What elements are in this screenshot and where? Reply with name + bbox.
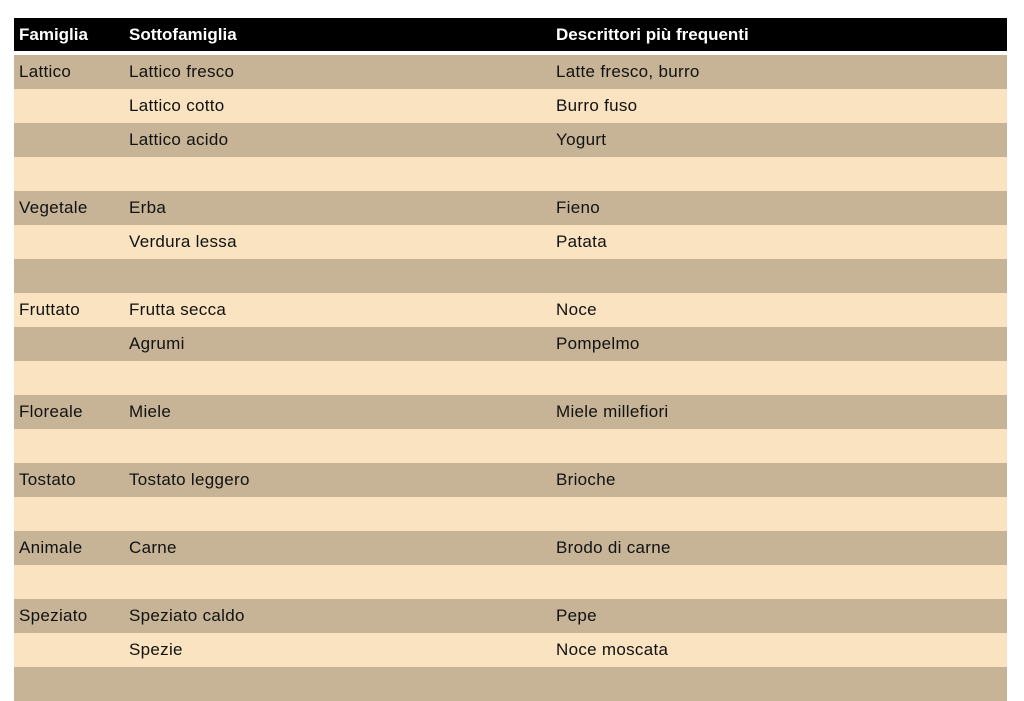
- cell-sottofamiglia: Lattico acido: [129, 130, 229, 149]
- cell-sottofamiglia: Miele: [129, 402, 172, 421]
- cell-descrittori: Brodo di carne: [556, 538, 671, 557]
- table-row: Animale Carne Brodo di carne: [14, 531, 1007, 565]
- table-body: Lattico Lattico fresco Latte fresco, burro…: [14, 55, 1007, 701]
- cell-famiglia: Animale: [19, 538, 83, 557]
- table-row: [14, 157, 1007, 191]
- cell-sottofamiglia: Carne: [129, 538, 177, 557]
- table-row: [14, 497, 1007, 531]
- table-row: Speziato Speziato caldo Pepe: [14, 599, 1007, 633]
- descriptor-table: Famiglia Sottofamiglia Descrittori più f…: [14, 18, 1007, 701]
- cell-famiglia: Floreale: [19, 402, 83, 421]
- table-row: Verdura lessa Patata: [14, 225, 1007, 259]
- table-row: Lattico acido Yogurt: [14, 123, 1007, 157]
- cell-famiglia: Vegetale: [19, 198, 88, 217]
- cell-descrittori: Fieno: [556, 198, 601, 217]
- cell-sottofamiglia: Agrumi: [129, 334, 185, 353]
- cell-sottofamiglia: Frutta secca: [129, 300, 227, 319]
- table-row: [14, 565, 1007, 599]
- cell-descrittori: Burro fuso: [556, 96, 638, 115]
- cell-descrittori: Pepe: [556, 606, 597, 625]
- cell-descrittori: Patata: [556, 232, 607, 251]
- header-descrittori: Descrittori più frequenti: [556, 24, 749, 44]
- cell-sottofamiglia: Erba: [129, 198, 167, 217]
- table-row: Lattico cotto Burro fuso: [14, 89, 1007, 123]
- table-row: [14, 429, 1007, 463]
- header-sottofamiglia: Sottofamiglia: [129, 24, 237, 44]
- table-row: Lattico Lattico fresco Latte fresco, burro: [14, 55, 1007, 89]
- cell-sottofamiglia: Spezie: [129, 640, 183, 659]
- cell-famiglia: Speziato: [19, 606, 88, 625]
- cell-famiglia: Lattico: [19, 62, 72, 81]
- table-row: Agrumi Pompelmo: [14, 327, 1007, 361]
- table-row: Fruttato Frutta secca Noce: [14, 293, 1007, 327]
- cell-sottofamiglia: Speziato caldo: [129, 606, 245, 625]
- cell-descrittori: Yogurt: [556, 130, 607, 149]
- cell-sottofamiglia: Tostato leggero: [129, 470, 250, 489]
- cell-descrittori: Noce: [556, 300, 597, 319]
- table-row: Vegetale Erba Fieno: [14, 191, 1007, 225]
- cell-famiglia: Tostato: [19, 470, 76, 489]
- table-row: Floreale Miele Miele millefiori: [14, 395, 1007, 429]
- cell-descrittori: Noce moscata: [556, 640, 669, 659]
- cell-descrittori: Miele millefiori: [556, 402, 669, 421]
- cell-sottofamiglia: Verdura lessa: [129, 232, 237, 251]
- table-row: [14, 667, 1007, 701]
- cell-sottofamiglia: Lattico fresco: [129, 62, 235, 81]
- table-row: Tostato Tostato leggero Brioche: [14, 463, 1007, 497]
- cell-descrittori: Brioche: [556, 470, 616, 489]
- cell-sottofamiglia: Lattico cotto: [129, 96, 225, 115]
- header-famiglia: Famiglia: [19, 24, 88, 44]
- cell-descrittori: Pompelmo: [556, 334, 640, 353]
- cell-descrittori: Latte fresco, burro: [556, 62, 700, 81]
- table-header: Famiglia Sottofamiglia Descrittori più f…: [14, 18, 1007, 51]
- table-row: [14, 259, 1007, 293]
- cell-famiglia: Fruttato: [19, 300, 80, 319]
- table-row: Spezie Noce moscata: [14, 633, 1007, 667]
- table-row: [14, 361, 1007, 395]
